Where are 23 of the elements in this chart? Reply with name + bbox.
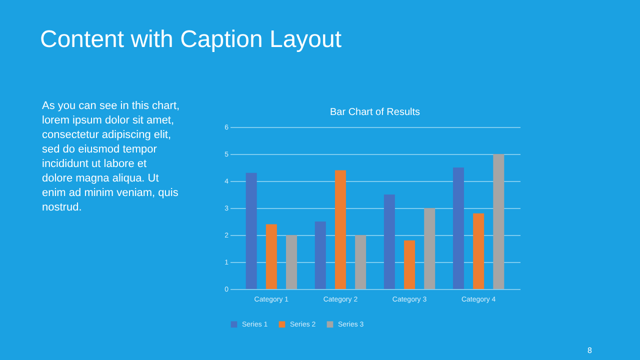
bar bbox=[404, 240, 416, 289]
chart-title: Content with Caption Layout bbox=[40, 26, 342, 53]
bar bbox=[384, 194, 395, 289]
text: lorem ipsum dolor sit amet, bbox=[42, 114, 174, 126]
bar bbox=[314, 222, 326, 289]
text: enim ad minim veniam, quis bbox=[42, 187, 179, 199]
text: consectetur adipiscing elit, bbox=[42, 129, 172, 141]
bar bbox=[493, 154, 504, 289]
bar bbox=[424, 208, 436, 289]
text: As you can see in this chart, bbox=[42, 100, 180, 112]
text: nostrud. bbox=[42, 202, 82, 214]
bar bbox=[246, 172, 257, 289]
bar bbox=[473, 213, 484, 289]
bar bbox=[452, 168, 464, 289]
bar bbox=[355, 235, 366, 289]
text: 8 bbox=[588, 346, 593, 355]
bar bbox=[334, 170, 346, 289]
text: dolore magna aliqua. Ut bbox=[42, 172, 159, 184]
bar bbox=[286, 235, 298, 289]
text: incididunt ut labore et bbox=[42, 158, 147, 170]
bar bbox=[266, 224, 277, 289]
text: sed do eiusmod tempor bbox=[42, 144, 158, 156]
chart-subtitle: Bar Chart of Results bbox=[330, 107, 420, 118]
